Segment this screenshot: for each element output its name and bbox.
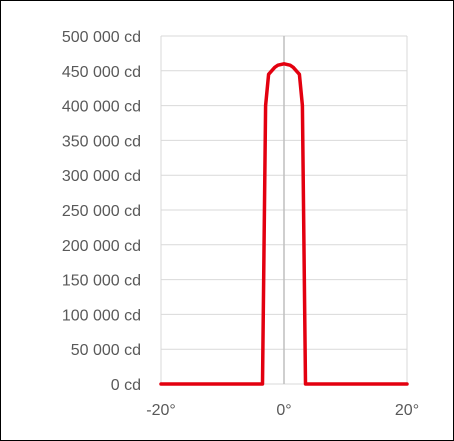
y-tick-label: 50 000 cd — [71, 342, 141, 359]
y-tick-label: 100 000 cd — [62, 307, 141, 324]
y-tick-label: 0 cd — [111, 377, 141, 394]
grid — [160, 35, 408, 385]
x-axis-tick-labels: -20° 0° 20° — [146, 402, 419, 419]
y-tick-label: 500 000 cd — [62, 29, 141, 46]
y-tick-label: 350 000 cd — [62, 133, 141, 150]
x-tick-label: -20° — [146, 402, 176, 419]
y-tick-label: 250 000 cd — [62, 203, 141, 220]
y-tick-label: 150 000 cd — [62, 273, 141, 290]
y-axis-tick-labels: 0 cd 50 000 cd 100 000 cd 150 000 cd 200 000… — [62, 29, 141, 394]
y-tick-label: 300 000 cd — [62, 168, 141, 185]
y-tick-label: 200 000 cd — [62, 238, 141, 255]
y-tick-label: 450 000 cd — [62, 64, 141, 81]
series-line — [159, 62, 409, 386]
series-layer — [159, 62, 409, 386]
x-tick-label: 20° — [395, 402, 419, 419]
x-tick-label: 0° — [276, 402, 291, 419]
y-tick-label: 400 000 cd — [62, 99, 141, 116]
